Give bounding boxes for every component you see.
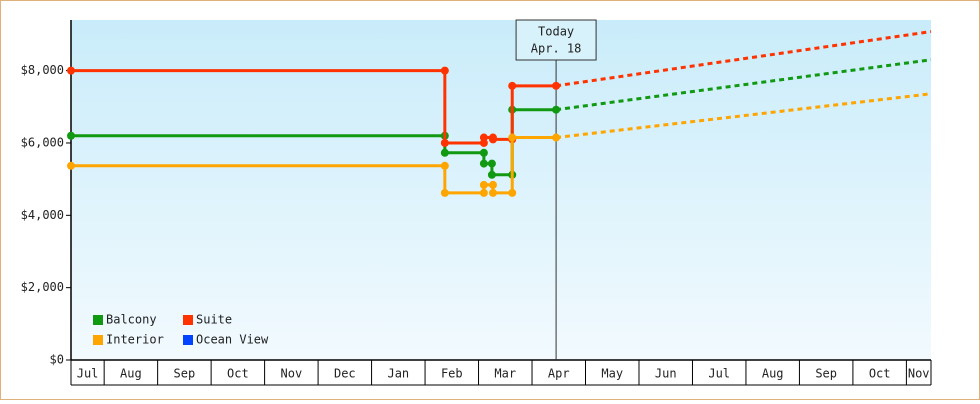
point (508, 133, 517, 142)
point (67, 66, 75, 75)
today-box (515, 19, 597, 61)
y-tick-label: $6,000 (21, 135, 64, 149)
point (488, 135, 497, 144)
forecast-line (555, 58, 932, 112)
today-label: Apr. 18 (531, 42, 582, 56)
point (479, 180, 488, 189)
x-tick-label: Sep (174, 367, 196, 381)
x-tick-label: Feb (441, 367, 463, 381)
x-tick-label: Mar (494, 367, 516, 381)
x-tick-label: Jul (708, 367, 730, 381)
today-label: Today (538, 25, 574, 39)
point (552, 81, 561, 90)
point (488, 180, 497, 189)
x-tick-label: Nov (281, 367, 303, 381)
y-tick-label: $8,000 (21, 63, 64, 77)
legend-swatch (183, 315, 193, 325)
point (508, 188, 517, 197)
point (479, 133, 488, 142)
point (552, 133, 561, 142)
point (440, 188, 449, 197)
x-tick-label: Aug (120, 367, 142, 381)
x-tick-label: May (601, 367, 623, 381)
point (488, 188, 497, 197)
y-tick-label: $2,000 (21, 280, 64, 294)
y-tick-label: $4,000 (21, 208, 64, 222)
series-line (71, 69, 557, 145)
x-tick-label: Dec (334, 367, 356, 381)
x-tick-label: Jan (387, 367, 409, 381)
point (67, 161, 75, 170)
legend-swatch (93, 315, 103, 325)
x-tick-label: Aug (762, 367, 784, 381)
x-tick-label: Apr (548, 367, 570, 381)
point (487, 170, 496, 179)
legend-swatch (93, 335, 103, 345)
point (440, 66, 449, 75)
legend-label: Balcony (106, 313, 157, 327)
y-tick-label: $0 (50, 353, 64, 367)
point (487, 159, 496, 168)
point (479, 159, 488, 168)
point (479, 148, 488, 157)
point (479, 188, 488, 197)
point (508, 81, 517, 90)
legend-swatch (183, 335, 193, 345)
x-tick-label: Jun (655, 367, 677, 381)
point (67, 131, 75, 140)
series-line (71, 136, 557, 195)
x-tick-label: Oct (869, 367, 891, 381)
x-tick-label: Oct (227, 367, 249, 381)
x-tick-label: Sep (815, 367, 837, 381)
point (552, 105, 561, 114)
x-tick-label: Jul (77, 367, 99, 381)
x-tick-label: Nov (908, 367, 930, 381)
legend-label: Ocean View (196, 333, 269, 347)
forecast-line (555, 30, 932, 88)
point (440, 138, 449, 147)
point (440, 161, 449, 170)
plot-area (71, 20, 931, 360)
point (440, 148, 449, 157)
legend-label: Interior (106, 333, 164, 347)
legend-label: Suite (196, 313, 232, 327)
